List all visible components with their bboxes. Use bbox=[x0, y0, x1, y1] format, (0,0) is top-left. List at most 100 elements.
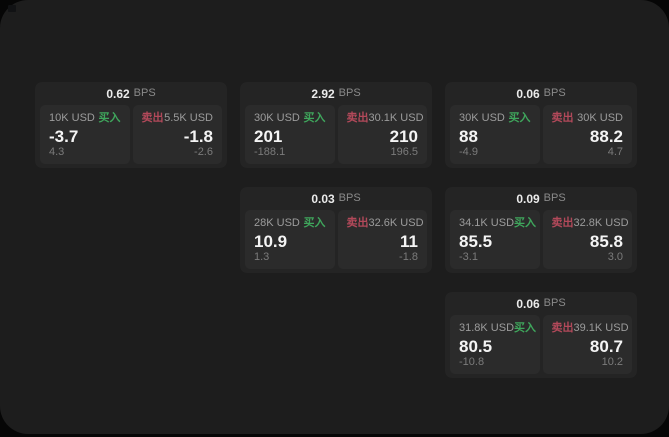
top-left-marker-icon bbox=[8, 5, 16, 12]
quote-card: 2.92 BPS 30K USD 买入 201 -188.1 卖出 30.1K … bbox=[240, 82, 432, 168]
buy-amount: 30K USD bbox=[459, 112, 505, 124]
bps-value: 0.62 bbox=[106, 86, 130, 101]
buy-change: 1.3 bbox=[254, 250, 270, 263]
card-header: 0.62 BPS bbox=[35, 82, 227, 105]
bps-unit-label: BPS bbox=[543, 192, 566, 204]
buy-panel[interactable]: 28K USD 买入 10.9 1.3 bbox=[245, 210, 335, 269]
quote-card: 0.06 BPS 30K USD 买入 88 -4.9 卖出 30K USD 8… bbox=[445, 82, 637, 168]
bps-unit-label: BPS bbox=[543, 87, 566, 99]
sell-panel[interactable]: 卖出 39.1K USD 80.7 10.2 bbox=[542, 315, 632, 374]
sell-top-row: 卖出 32.8K USD bbox=[551, 217, 629, 229]
sell-amount: 5.5K USD bbox=[164, 112, 213, 124]
card-body: 30K USD 买入 201 -188.1 卖出 30.1K USD 210 1… bbox=[240, 105, 432, 169]
buy-change: 4.3 bbox=[49, 145, 65, 158]
buy-top-row: 34.1K USD 买入 bbox=[459, 217, 536, 229]
buy-price: -3.7 bbox=[49, 127, 79, 146]
sell-price: -1.8 bbox=[183, 127, 213, 146]
buy-top-row: 30K USD 买入 bbox=[459, 113, 531, 124]
sell-change: 3.0 bbox=[607, 250, 623, 263]
sell-panel[interactable]: 卖出 30.1K USD 210 196.5 bbox=[337, 105, 427, 164]
buy-top-row: 30K USD 买入 bbox=[254, 113, 326, 124]
sell-price: 88.2 bbox=[589, 127, 623, 146]
buy-tag: 买入 bbox=[514, 322, 537, 334]
bps-unit-label: BPS bbox=[338, 192, 361, 204]
buy-amount: 10K USD bbox=[49, 112, 95, 124]
bps-value: 0.03 bbox=[311, 191, 335, 206]
sell-amount: 30K USD bbox=[577, 112, 623, 124]
buy-amount: 31.8K USD bbox=[459, 322, 515, 334]
buy-tag: 买入 bbox=[508, 112, 531, 124]
cards-grid: 0.62 BPS 10K USD 买入 -3.7 4.3 卖出 5.5K USD… bbox=[35, 82, 637, 378]
sell-amount: 30.1K USD bbox=[368, 112, 424, 124]
sell-amount: 39.1K USD bbox=[573, 322, 629, 334]
sell-change: -2.6 bbox=[194, 145, 213, 158]
buy-price: 88 bbox=[459, 127, 478, 146]
sell-tag: 卖出 bbox=[551, 112, 574, 124]
card-header: 0.09 BPS bbox=[445, 187, 637, 210]
buy-top-row: 10K USD 买入 bbox=[49, 113, 121, 124]
sell-change: 196.5 bbox=[390, 145, 418, 158]
card-body: 10K USD 买入 -3.7 4.3 卖出 5.5K USD -1.8 -2.… bbox=[35, 105, 227, 169]
sell-amount: 32.6K USD bbox=[368, 217, 424, 229]
sell-price: 210 bbox=[389, 127, 418, 146]
sell-tag: 卖出 bbox=[346, 217, 369, 229]
bps-value: 0.06 bbox=[516, 86, 540, 101]
sell-panel[interactable]: 卖出 32.6K USD 11 -1.8 bbox=[337, 210, 427, 269]
buy-top-row: 31.8K USD 买入 bbox=[459, 322, 536, 334]
buy-price: 10.9 bbox=[254, 232, 288, 251]
sell-panel[interactable]: 卖出 5.5K USD -1.8 -2.6 bbox=[132, 105, 222, 164]
card-body: 30K USD 买入 88 -4.9 卖出 30K USD 88.2 4.7 bbox=[445, 105, 637, 169]
sell-tag: 卖出 bbox=[551, 217, 574, 229]
sell-change: 4.7 bbox=[607, 145, 623, 158]
buy-panel[interactable]: 30K USD 买入 201 -188.1 bbox=[245, 105, 335, 164]
buy-panel[interactable]: 34.1K USD 买入 85.5 -3.1 bbox=[450, 210, 540, 269]
card-body: 28K USD 买入 10.9 1.3 卖出 32.6K USD 11 -1.8 bbox=[240, 210, 432, 274]
bps-unit-label: BPS bbox=[338, 87, 361, 99]
sell-price: 11 bbox=[400, 232, 418, 251]
buy-tag: 买入 bbox=[303, 217, 326, 229]
sell-price: 80.7 bbox=[589, 337, 623, 356]
buy-change: -10.8 bbox=[459, 355, 485, 368]
quote-card: 0.06 BPS 31.8K USD 买入 80.5 -10.8 卖出 39.1… bbox=[445, 292, 637, 378]
sell-top-row: 卖出 39.1K USD bbox=[551, 322, 629, 334]
buy-panel[interactable]: 31.8K USD 买入 80.5 -10.8 bbox=[450, 315, 540, 374]
buy-change: -3.1 bbox=[459, 250, 478, 263]
buy-tag: 买入 bbox=[98, 112, 121, 124]
bps-unit-label: BPS bbox=[543, 297, 566, 309]
buy-change: -4.9 bbox=[459, 145, 478, 158]
bps-value: 2.92 bbox=[311, 86, 335, 101]
sell-tag: 卖出 bbox=[551, 322, 574, 334]
sell-panel[interactable]: 卖出 30K USD 88.2 4.7 bbox=[542, 105, 632, 164]
card-header: 2.92 BPS bbox=[240, 82, 432, 105]
sell-top-row: 卖出 30K USD bbox=[552, 113, 624, 124]
sell-top-row: 卖出 32.6K USD bbox=[346, 217, 424, 229]
quote-card: 0.09 BPS 34.1K USD 买入 85.5 -3.1 卖出 32.8K… bbox=[445, 187, 637, 273]
buy-amount: 34.1K USD bbox=[459, 217, 515, 229]
buy-tag: 买入 bbox=[514, 217, 537, 229]
quote-card: 0.03 BPS 28K USD 买入 10.9 1.3 卖出 32.6K US… bbox=[240, 187, 432, 273]
bps-value: 0.06 bbox=[516, 296, 540, 311]
bps-value: 0.09 bbox=[516, 191, 540, 206]
buy-panel[interactable]: 10K USD 买入 -3.7 4.3 bbox=[40, 105, 130, 164]
quote-card: 0.62 BPS 10K USD 买入 -3.7 4.3 卖出 5.5K USD… bbox=[35, 82, 227, 168]
sell-top-row: 卖出 5.5K USD bbox=[142, 113, 214, 124]
sell-change: -1.8 bbox=[399, 250, 418, 263]
sell-top-row: 卖出 30.1K USD bbox=[347, 113, 424, 124]
card-body: 31.8K USD 买入 80.5 -10.8 卖出 39.1K USD 80.… bbox=[445, 315, 637, 379]
buy-price: 80.5 bbox=[459, 337, 493, 356]
sell-amount: 32.8K USD bbox=[573, 217, 629, 229]
card-header: 0.06 BPS bbox=[445, 292, 637, 315]
sell-price: 85.8 bbox=[589, 232, 623, 251]
sell-change: 10.2 bbox=[601, 355, 623, 368]
buy-change: -188.1 bbox=[254, 145, 286, 158]
buy-panel[interactable]: 30K USD 买入 88 -4.9 bbox=[450, 105, 540, 164]
buy-amount: 28K USD bbox=[254, 217, 300, 229]
buy-amount: 30K USD bbox=[254, 112, 300, 124]
sell-panel[interactable]: 卖出 32.8K USD 85.8 3.0 bbox=[542, 210, 632, 269]
card-header: 0.03 BPS bbox=[240, 187, 432, 210]
sell-tag: 卖出 bbox=[141, 112, 164, 124]
card-header: 0.06 BPS bbox=[445, 82, 637, 105]
buy-price: 85.5 bbox=[459, 232, 493, 251]
bps-unit-label: BPS bbox=[133, 87, 156, 99]
